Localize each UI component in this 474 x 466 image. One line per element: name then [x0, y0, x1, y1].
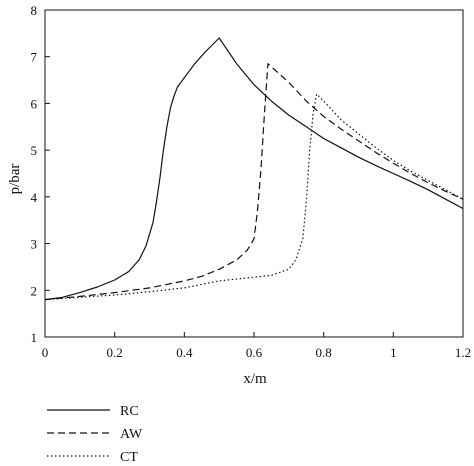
plot-area: [44, 9, 464, 338]
y-tick-label: 5: [31, 143, 38, 158]
x-tick-label: 0: [42, 345, 49, 360]
y-tick-label: 2: [31, 283, 38, 298]
x-tick-label: 0.2: [107, 345, 123, 360]
axis-ticks: 0 0.2 0.4 0.6 0.8 1 1.2 1 2 3 4 5 6 7 8: [31, 3, 472, 360]
x-axis-label: x/m: [243, 371, 267, 387]
plot-frame: [44, 9, 464, 338]
y-axis-label: p/bar: [7, 164, 23, 195]
y-tick-label: 1: [31, 330, 38, 345]
x-tick-label: 0.6: [246, 345, 263, 360]
legend-label-aw: AW: [120, 427, 143, 442]
series-lines: [44, 37, 464, 301]
legend-label-ct: CT: [120, 450, 138, 465]
y-tick-label: 8: [31, 3, 38, 18]
x-tick-label: 0.4: [176, 345, 193, 360]
y-tick-label: 3: [31, 237, 38, 252]
legend: RC AW CT: [47, 404, 143, 465]
series-line-aw: [44, 63, 464, 301]
series-line-ct: [44, 93, 464, 301]
x-tick-label: 1: [390, 345, 397, 360]
y-tick-label: 6: [31, 96, 38, 111]
y-tick-label: 4: [31, 190, 38, 205]
x-tick-label: 1.2: [455, 345, 471, 360]
y-tick-label: 7: [31, 50, 38, 65]
series-line-rc: [44, 37, 464, 301]
legend-label-rc: RC: [120, 404, 139, 419]
x-tick-label: 0.8: [316, 345, 332, 360]
